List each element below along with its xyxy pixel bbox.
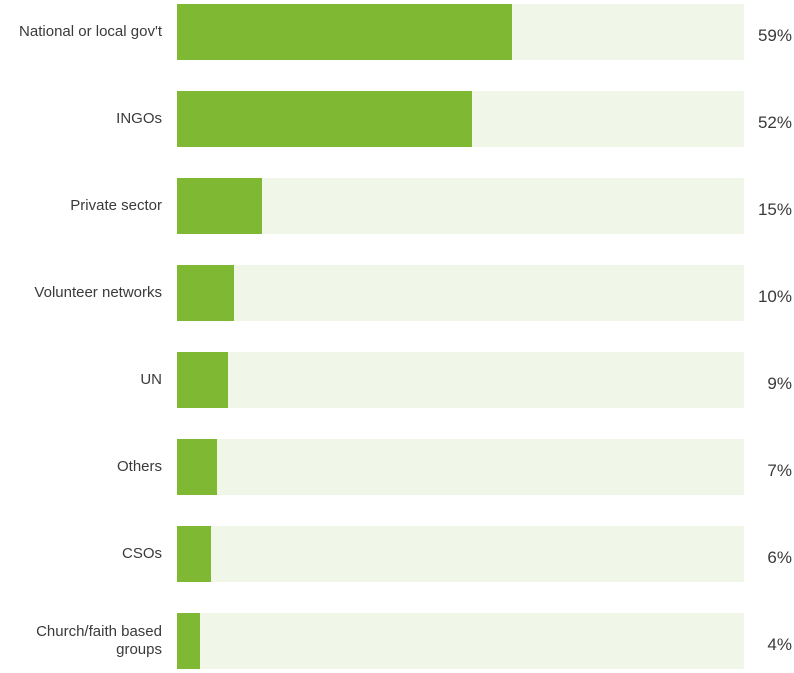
category-label: CSOs (121, 545, 162, 562)
bar (177, 526, 212, 582)
value-label: 6% (767, 548, 792, 567)
bar (177, 178, 263, 234)
category-label: Others (116, 458, 162, 475)
bar-track (177, 4, 744, 60)
bar-track (177, 613, 744, 669)
bar (177, 613, 200, 669)
bar-track (177, 265, 744, 321)
bar (177, 439, 217, 495)
bar (177, 4, 512, 60)
value-label: 52% (757, 113, 792, 132)
bar-track (177, 526, 744, 582)
category-label: Private sector (70, 197, 162, 214)
bar (177, 352, 229, 408)
category-label: National or local gov't (19, 23, 162, 40)
bar-track (177, 91, 744, 147)
category-label: UN (140, 371, 162, 388)
value-label: 59% (757, 26, 792, 45)
bar (177, 91, 472, 147)
value-label: 7% (767, 461, 792, 480)
category-label: Volunteer networks (34, 284, 162, 301)
bar-track (177, 439, 744, 495)
value-label: 10% (757, 287, 792, 306)
value-label: 4% (767, 635, 792, 654)
value-label: 15% (757, 200, 792, 219)
bar-track (177, 352, 744, 408)
bar-track (177, 178, 744, 234)
category-label: INGOs (116, 110, 162, 127)
category-label: Church/faith based groups (36, 623, 162, 658)
value-label: 9% (767, 374, 792, 393)
bar (177, 265, 234, 321)
